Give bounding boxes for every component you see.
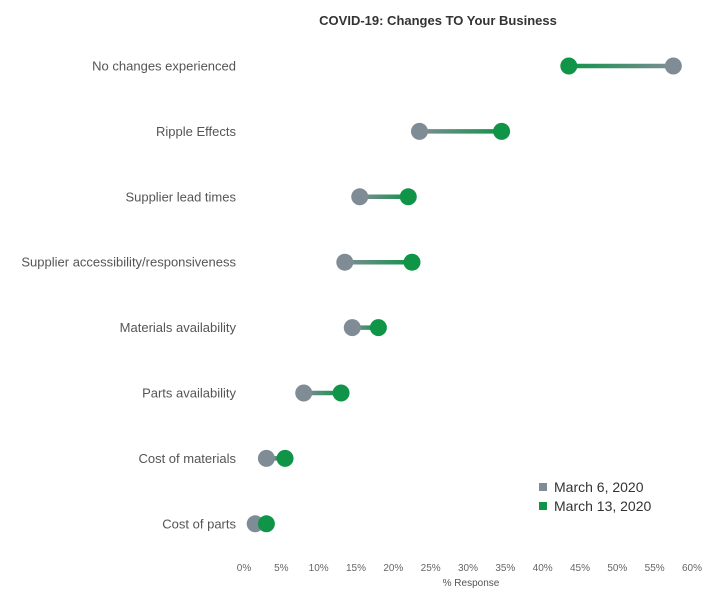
row-3: Supplier accessibility/responsiveness bbox=[21, 253, 421, 271]
category-label: Cost of parts bbox=[162, 516, 236, 531]
x-tick-label: 5% bbox=[274, 563, 289, 574]
category-label: Materials availability bbox=[120, 320, 237, 335]
march-6-point bbox=[257, 449, 275, 467]
x-tick-label: 35% bbox=[495, 563, 515, 574]
march-6-point bbox=[336, 253, 354, 271]
legend: March 6, 2020 March 13, 2020 bbox=[539, 479, 651, 514]
march-13-point bbox=[257, 515, 275, 533]
march-6-point bbox=[410, 122, 428, 140]
x-tick-label: 45% bbox=[570, 563, 590, 574]
march-13-point bbox=[493, 122, 511, 140]
march-13-point bbox=[276, 449, 294, 467]
x-axis: 0% 5% 10% 15% 20% 25% 30% 35% 40% 45% 50% 55% 60% bbox=[237, 563, 702, 574]
row-0: No changes experienced bbox=[92, 57, 682, 75]
row-5: Parts availability bbox=[142, 384, 350, 402]
row-7: Cost of parts bbox=[162, 515, 275, 533]
march-6-point bbox=[664, 57, 682, 75]
x-tick-label: 10% bbox=[309, 563, 329, 574]
category-label: Supplier lead times bbox=[125, 189, 236, 204]
row-2: Supplier lead times bbox=[125, 188, 417, 206]
x-tick-label: 50% bbox=[607, 563, 627, 574]
x-tick-label: 40% bbox=[533, 563, 553, 574]
category-label: Supplier accessibility/responsiveness bbox=[21, 255, 236, 270]
x-tick-label: 0% bbox=[237, 563, 252, 574]
march-13-point bbox=[560, 57, 578, 75]
march-6-point bbox=[351, 188, 369, 206]
x-tick-label: 20% bbox=[383, 563, 403, 574]
march-6-point bbox=[343, 319, 361, 337]
legend-item: March 6, 2020 bbox=[539, 479, 644, 495]
x-tick-label: 15% bbox=[346, 563, 366, 574]
row-4: Materials availability bbox=[120, 319, 387, 337]
legend-swatch bbox=[539, 483, 547, 491]
category-label: Ripple Effects bbox=[156, 124, 236, 139]
category-label: Parts availability bbox=[142, 386, 236, 401]
row-6: Cost of materials bbox=[138, 449, 294, 467]
x-tick-label: 30% bbox=[458, 563, 478, 574]
legend-swatch bbox=[539, 502, 547, 510]
category-label: Cost of materials bbox=[138, 451, 236, 466]
march-13-point bbox=[369, 319, 387, 337]
chart-title: COVID-19: Changes TO Your Business bbox=[319, 13, 557, 28]
category-label: No changes experienced bbox=[92, 59, 236, 74]
legend-label: March 13, 2020 bbox=[554, 498, 651, 514]
march-13-point bbox=[332, 384, 350, 402]
march-6-point bbox=[295, 384, 313, 402]
legend-item: March 13, 2020 bbox=[539, 498, 651, 514]
march-13-point bbox=[403, 253, 421, 271]
x-tick-label: 60% bbox=[682, 563, 702, 574]
x-axis-title: % Response bbox=[443, 578, 500, 589]
x-tick-label: 55% bbox=[645, 563, 665, 574]
x-tick-label: 25% bbox=[421, 563, 441, 574]
march-13-point bbox=[399, 188, 417, 206]
legend-label: March 6, 2020 bbox=[554, 479, 644, 495]
chart-rows: No changes experienced Ripple Effects Supp… bbox=[21, 57, 682, 533]
row-1: Ripple Effects bbox=[156, 122, 511, 140]
